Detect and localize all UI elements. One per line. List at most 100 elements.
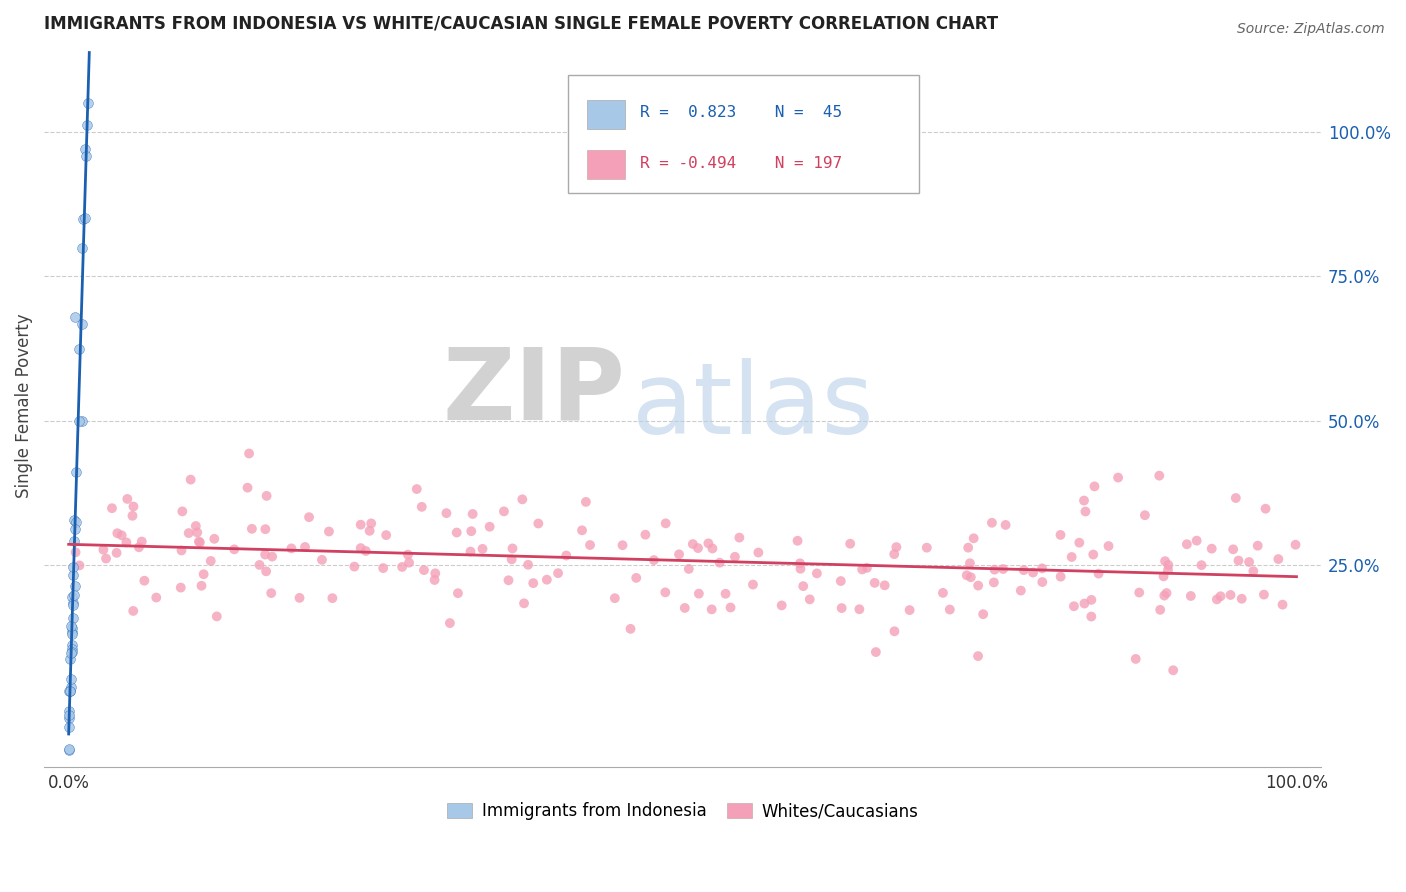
Point — [294, 540, 316, 554]
Point — [75, 148, 97, 162]
Point — [956, 568, 979, 582]
Point — [373, 561, 395, 575]
Point — [575, 495, 598, 509]
Point — [983, 575, 1005, 590]
Point — [73, 211, 96, 225]
Point — [94, 551, 117, 566]
Point — [1157, 558, 1180, 572]
Point — [536, 573, 558, 587]
Point — [626, 571, 648, 585]
Point — [354, 544, 377, 558]
Point — [512, 492, 534, 507]
Point — [983, 563, 1005, 577]
Point — [280, 541, 302, 556]
Text: IMMIGRANTS FROM INDONESIA VS WHITE/CAUCASIAN SINGLE FEMALE POVERTY CORRELATION C: IMMIGRANTS FROM INDONESIA VS WHITE/CAUCA… — [44, 15, 998, 33]
Point — [643, 553, 665, 567]
Point — [1133, 508, 1156, 523]
Point — [60, 590, 83, 604]
Point — [1153, 589, 1175, 603]
Point — [58, 684, 80, 698]
Point — [501, 541, 523, 556]
Point — [959, 570, 981, 584]
Point — [446, 525, 468, 540]
Point — [115, 535, 138, 549]
Point — [1156, 586, 1178, 600]
Point — [492, 504, 515, 518]
Point — [186, 525, 208, 540]
Point — [478, 519, 501, 533]
Point — [1073, 493, 1095, 508]
Point — [413, 563, 436, 577]
Point — [786, 533, 808, 548]
Point — [1180, 589, 1202, 603]
Point — [851, 562, 873, 576]
Point — [172, 504, 194, 518]
Point — [654, 585, 676, 599]
Point — [517, 558, 540, 572]
Point — [654, 516, 676, 531]
Point — [254, 548, 277, 562]
Point — [839, 537, 862, 551]
Point — [240, 522, 263, 536]
Point — [1031, 574, 1053, 589]
Point — [249, 558, 271, 572]
Point — [62, 598, 84, 612]
Point — [60, 642, 83, 657]
Point — [60, 625, 83, 640]
Point — [1230, 591, 1253, 606]
Point — [720, 600, 742, 615]
Point — [471, 541, 494, 556]
Point — [73, 143, 96, 157]
Point — [1022, 566, 1045, 580]
Point — [396, 548, 419, 562]
Point — [883, 547, 905, 561]
Point — [236, 481, 259, 495]
Point — [886, 540, 908, 554]
Point — [69, 558, 91, 573]
Point — [62, 588, 84, 602]
Point — [1049, 528, 1071, 542]
Point — [63, 513, 86, 527]
Point — [360, 516, 382, 531]
Point — [60, 627, 83, 641]
Point — [1080, 593, 1102, 607]
Point — [682, 537, 704, 551]
Y-axis label: Single Female Poverty: Single Female Poverty — [15, 314, 32, 499]
Point — [260, 586, 283, 600]
Point — [522, 576, 544, 591]
Point — [747, 545, 769, 559]
Point — [1012, 563, 1035, 577]
Point — [58, 711, 80, 725]
Point — [498, 574, 520, 588]
Point — [60, 646, 83, 660]
Point — [873, 578, 896, 592]
Point — [391, 560, 413, 574]
Point — [898, 603, 921, 617]
Point — [187, 534, 209, 549]
Point — [105, 526, 128, 541]
Point — [58, 705, 80, 719]
FancyBboxPatch shape — [586, 150, 626, 179]
Point — [184, 519, 207, 533]
Point — [668, 547, 690, 561]
Legend: Immigrants from Indonesia, Whites/Caucasians: Immigrants from Indonesia, Whites/Caucas… — [440, 796, 925, 827]
Point — [58, 720, 80, 734]
Point — [60, 638, 83, 652]
Point — [724, 549, 747, 564]
Point — [799, 592, 821, 607]
Text: Source: ZipAtlas.com: Source: ZipAtlas.com — [1237, 22, 1385, 37]
Point — [63, 533, 86, 548]
Point — [513, 596, 536, 610]
Point — [63, 522, 86, 536]
Point — [58, 741, 80, 756]
Point — [688, 587, 710, 601]
Point — [122, 500, 145, 514]
Point — [1157, 563, 1180, 577]
Point — [967, 578, 990, 592]
Point — [714, 587, 737, 601]
Point — [1191, 558, 1213, 573]
Point — [200, 554, 222, 568]
Point — [1149, 603, 1171, 617]
Point — [63, 310, 86, 324]
Point — [981, 516, 1004, 530]
